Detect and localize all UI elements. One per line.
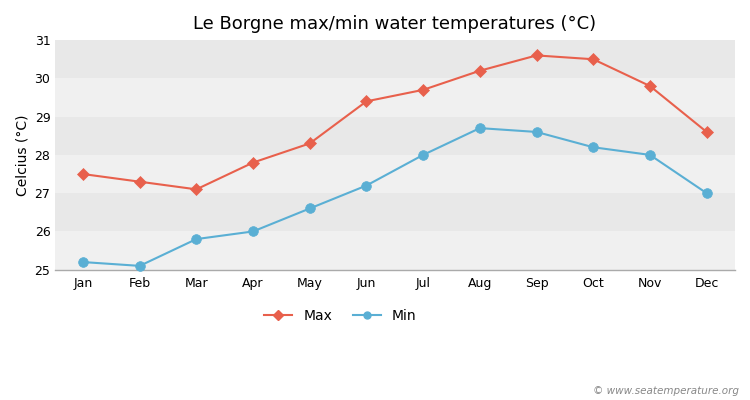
Bar	[55, 78, 735, 117]
Bar	[55, 117, 735, 155]
Line: Min: Min	[78, 123, 712, 271]
Min	[248, 229, 257, 234]
Legend: Max, Min: Max, Min	[260, 305, 421, 327]
Y-axis label: Celcius (°C): Celcius (°C)	[15, 114, 29, 196]
Min	[192, 237, 201, 242]
Title: Le Borgne max/min water temperatures (°C): Le Borgne max/min water temperatures (°C…	[194, 15, 596, 33]
Bar	[55, 40, 735, 78]
Max	[192, 187, 201, 192]
Min	[419, 152, 428, 157]
Max	[476, 68, 484, 73]
Max	[419, 88, 428, 92]
Max	[589, 57, 598, 62]
Min	[589, 145, 598, 150]
Max	[79, 172, 88, 176]
Bar	[55, 232, 735, 270]
Max	[532, 53, 541, 58]
Bar	[55, 193, 735, 232]
Max	[248, 160, 257, 165]
Max	[702, 130, 711, 134]
Max	[135, 179, 144, 184]
Min	[702, 191, 711, 196]
Min	[532, 130, 541, 134]
Min	[646, 152, 655, 157]
Max	[646, 84, 655, 88]
Min	[79, 260, 88, 264]
Max	[362, 99, 371, 104]
Min	[362, 183, 371, 188]
Max	[305, 141, 314, 146]
Text: © www.seatemperature.org: © www.seatemperature.org	[592, 386, 739, 396]
Min	[476, 126, 484, 130]
Line: Max: Max	[79, 51, 711, 194]
Min	[305, 206, 314, 211]
Bar	[55, 155, 735, 193]
Min	[135, 264, 144, 268]
